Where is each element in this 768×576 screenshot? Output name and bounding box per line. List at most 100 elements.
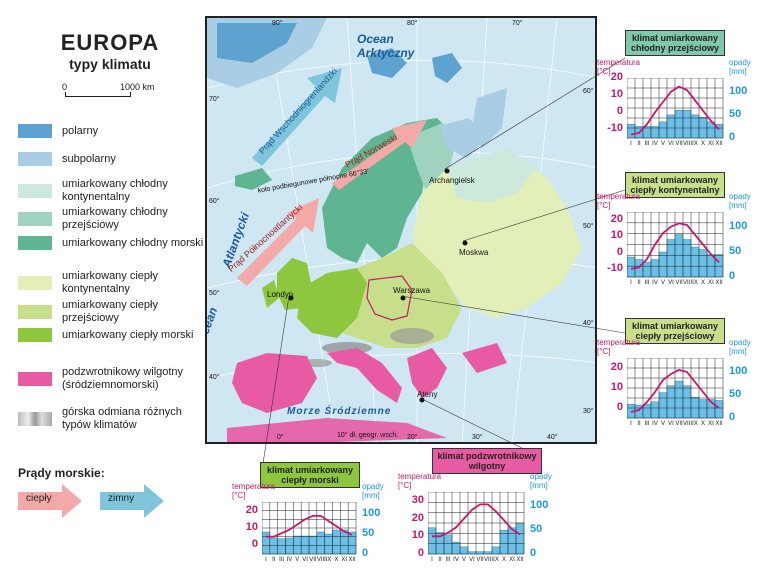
legend-item-subpolar: subpolarny bbox=[18, 152, 207, 166]
legend-item-warm-transitional: umiarkowany ciepły przejściowy bbox=[18, 299, 207, 325]
month-label: IX bbox=[692, 421, 698, 427]
month-label: VI bbox=[469, 557, 475, 563]
precip-bar bbox=[674, 234, 684, 278]
precip-tick: 0 bbox=[729, 131, 736, 143]
temp-axis-unit: [°C] bbox=[232, 491, 246, 500]
chart-title: klimat umiarkowany ciepły morski bbox=[260, 462, 360, 488]
precip-axis-unit: [mm] bbox=[362, 491, 380, 500]
precip-axis-label: opady bbox=[362, 482, 384, 491]
precip-bar bbox=[491, 546, 501, 555]
temp-tick: -10 bbox=[607, 122, 623, 135]
temp-axis-unit: [°C] bbox=[597, 67, 611, 76]
precip-bar bbox=[627, 256, 636, 278]
precip-bar bbox=[682, 385, 692, 419]
lon-top-2: 70° bbox=[512, 20, 523, 27]
month-label: V bbox=[660, 421, 665, 427]
month-label: I bbox=[630, 421, 632, 427]
label-meridian: 10° dł. geogr. wsch. bbox=[337, 432, 399, 439]
precip-tick: 50 bbox=[729, 107, 742, 120]
precip-bar bbox=[666, 385, 676, 419]
chart-title: klimat podzwrotnikowy wilgotny bbox=[432, 448, 542, 474]
legend-item-warm-continental: umiarkowany ciepły kontynentalny bbox=[18, 270, 207, 296]
month-label: III bbox=[644, 280, 650, 286]
lat-left-3: 40° bbox=[209, 374, 220, 381]
temp-axis-label: temperatura bbox=[232, 482, 276, 491]
title-sub: typy klimatu bbox=[69, 56, 151, 72]
warm-current-arrow: ciepły bbox=[18, 484, 88, 523]
month-label: IV bbox=[652, 141, 658, 147]
precip-bar bbox=[682, 239, 692, 278]
temp-line bbox=[630, 85, 720, 136]
month-label: III bbox=[279, 557, 285, 563]
precip-tick: 100 bbox=[362, 507, 381, 519]
temp-axis-unit: [°C] bbox=[398, 481, 412, 490]
month-label: VI bbox=[668, 421, 674, 427]
month-label: VI bbox=[668, 141, 674, 147]
precip-bar bbox=[347, 531, 357, 555]
temp-tick: 30 bbox=[411, 493, 424, 506]
precip-bar bbox=[316, 531, 325, 555]
temp-axis-label: temperatura bbox=[398, 472, 442, 481]
label-ocean-arctic-2: Arktyczny bbox=[357, 46, 415, 60]
month-label: V bbox=[295, 557, 300, 563]
temp-axis-title: temperatura [°C] bbox=[597, 338, 640, 356]
city-ateny: Ateny bbox=[417, 390, 438, 399]
month-label: I bbox=[265, 557, 267, 563]
month-label: VIII bbox=[683, 141, 693, 147]
month-label: X bbox=[700, 141, 705, 147]
precip-bar bbox=[324, 533, 333, 555]
precip-bar bbox=[332, 529, 341, 555]
precip-tick: 0 bbox=[729, 411, 736, 423]
precip-bar bbox=[467, 551, 477, 555]
temp-axis-title: temperatura [°C] bbox=[597, 58, 640, 76]
month-label: I bbox=[630, 141, 632, 147]
chart-title: klimat umiarkowany ciepły przejściowy bbox=[625, 318, 725, 344]
temp-tick: 10 bbox=[610, 229, 623, 242]
month-label: XII bbox=[516, 557, 524, 563]
chart-plot bbox=[262, 502, 357, 555]
month-label: X bbox=[700, 421, 705, 427]
temp-tick: 10 bbox=[411, 529, 424, 542]
month-label: VIII bbox=[683, 280, 693, 286]
legend-item-cold-transitional: umiarkowany chłodny przejściowy bbox=[18, 206, 207, 232]
precip-axis-unit: [mm] bbox=[530, 481, 548, 490]
month-label: II bbox=[438, 557, 442, 563]
precip-bar bbox=[499, 529, 509, 555]
precip-bar bbox=[443, 534, 453, 555]
month-label: II bbox=[272, 557, 276, 563]
climate-chart-warm-transitional: klimat umiarkowany ciepły przejściowy tem… bbox=[595, 318, 760, 448]
month-label: IV bbox=[453, 557, 459, 563]
month-label: III bbox=[644, 421, 650, 427]
precip-axis-unit: [mm] bbox=[729, 67, 747, 76]
precip-axis-title: opady [mm] bbox=[362, 482, 384, 500]
city-archangielsk: Archangielsk bbox=[429, 176, 475, 185]
lon-bottom-2: 30° bbox=[472, 434, 483, 441]
lat-right-1: 50° bbox=[583, 223, 594, 230]
precip-bar bbox=[269, 537, 278, 555]
precip-tick: 0 bbox=[729, 270, 736, 282]
label-sea-med: Morze Śródziemne bbox=[287, 406, 392, 417]
month-label: XI bbox=[708, 421, 714, 427]
precip-bar bbox=[714, 254, 724, 278]
legend-item-mountain: górska odmiana różnych typów klimatów bbox=[18, 406, 207, 432]
lon-bottom-3: 40° bbox=[547, 434, 558, 441]
temp-tick: 20 bbox=[610, 361, 623, 373]
month-label: V bbox=[660, 141, 665, 147]
temp-axis-unit: [°C] bbox=[597, 201, 611, 210]
title-block: EUROPA typy klimatu bbox=[30, 30, 190, 72]
precip-bar bbox=[642, 403, 652, 419]
temp-tick: 0 bbox=[417, 547, 424, 559]
lon-top-1: 80° bbox=[407, 20, 418, 27]
city-warszawa: Warszawa bbox=[393, 286, 431, 295]
precip-bar bbox=[658, 121, 668, 139]
temp-axis-label: temperatura bbox=[597, 58, 641, 67]
month-label: XII bbox=[348, 557, 356, 563]
precip-axis-title: opady [mm] bbox=[729, 192, 751, 210]
precip-bar bbox=[658, 251, 668, 278]
month-label: II bbox=[637, 421, 641, 427]
climate-chart-warm-continental: klimat umiarkowany ciepły kontynentalny t… bbox=[595, 172, 760, 302]
temp-tick: 10 bbox=[610, 381, 623, 393]
temp-axis-title: temperatura [°C] bbox=[398, 472, 441, 490]
legend-item-cold-continental: umiarkowany chłodny kontynentalny bbox=[18, 178, 207, 204]
chart-plot bbox=[627, 358, 724, 419]
